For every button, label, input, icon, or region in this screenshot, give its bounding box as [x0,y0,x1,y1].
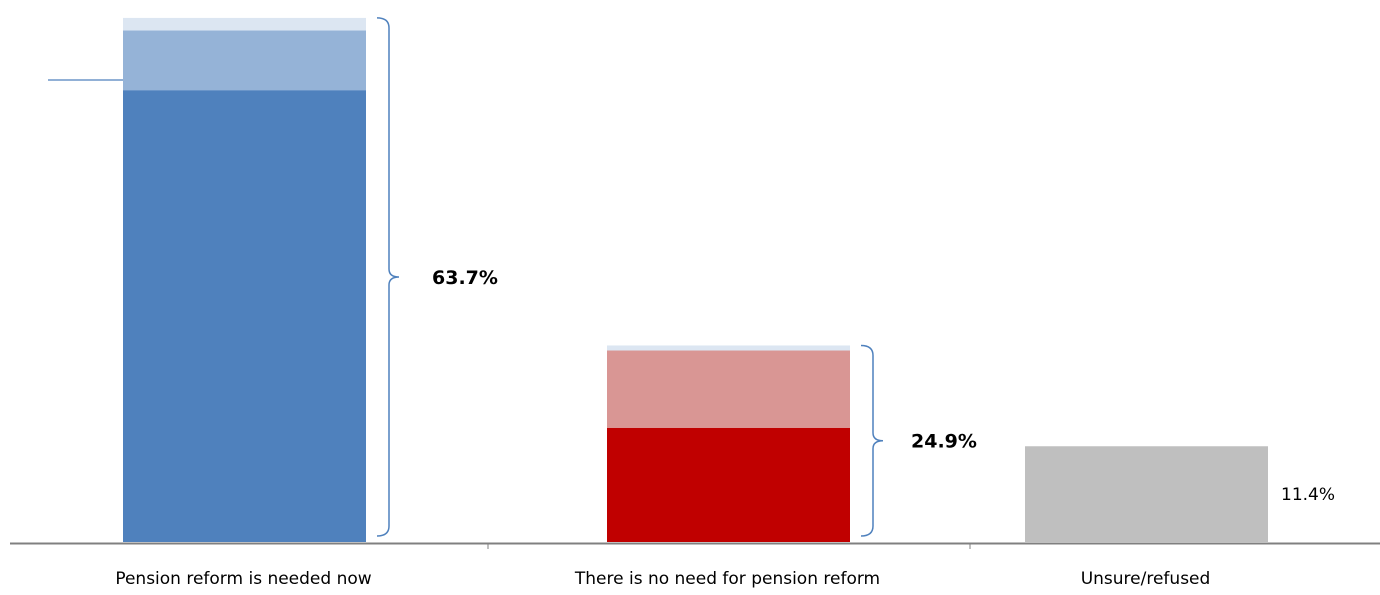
category-label-3: Unsure/refused [1081,569,1211,589]
bracket-2 [860,344,884,537]
bracket-1 [376,17,400,537]
bar-segment-3-4 [1025,446,1268,542]
bar-segment-1-2 [123,30,366,91]
bracket-label-1: 63.7% [432,267,498,289]
bracket-label-2: 24.9% [911,431,977,453]
value-label-3: 11.4% [1281,485,1335,505]
bar-segment-1-3 [123,17,366,31]
bar-segment-2-3 [607,345,850,351]
category-label-2: There is no need for pension reform [574,569,880,589]
bar-segment-1-1 [123,90,366,542]
bar-segment-2-2 [607,350,850,428]
bar-segment-2-1 [607,427,850,542]
category-label-1: Pension reform is needed now [115,569,371,589]
